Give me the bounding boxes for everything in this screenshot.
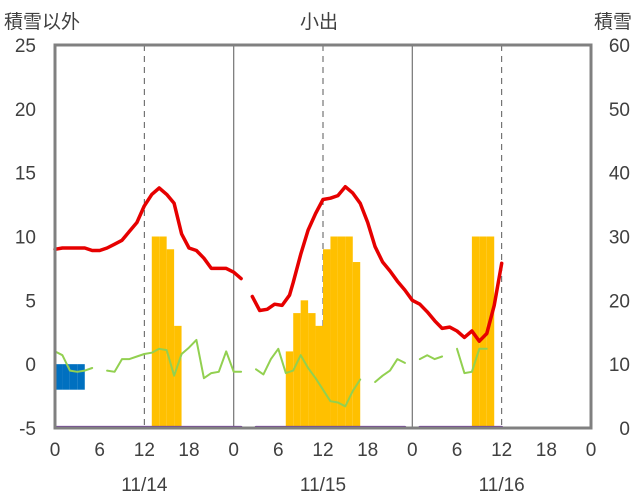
right-axis-label: 積雪: [594, 11, 632, 33]
snow_depth-bar: [308, 313, 316, 428]
temperature-line: [53, 186, 243, 281]
left-axis-label: 積雪以外: [4, 11, 80, 33]
snow_depth-bar: [486, 236, 495, 428]
x-tick-label: 6: [452, 440, 463, 461]
x-tick-label: 6: [94, 440, 105, 461]
left-tick-label: 15: [15, 164, 36, 185]
right-tick-label: 10: [609, 355, 630, 376]
snow_depth-bar: [285, 351, 294, 428]
date-label: 11/14: [121, 475, 168, 496]
precipitation-bar: [55, 364, 63, 390]
left-tick-label: -5: [19, 419, 36, 440]
bars-layer: [55, 236, 495, 428]
x-tick-label: 18: [357, 440, 378, 461]
precipitation-bar: [69, 364, 78, 390]
right-tick-label: 40: [609, 164, 630, 185]
left-tick-label: 0: [25, 355, 36, 376]
snow_depth-bar: [337, 236, 346, 428]
snow_depth-bar: [323, 249, 331, 428]
x-tick-label: 18: [178, 440, 199, 461]
x-tick-label: 0: [228, 440, 239, 461]
wind_speed-line: [106, 338, 243, 380]
snow_depth-bar: [293, 313, 301, 428]
snow_depth-bar: [174, 325, 182, 428]
left-tick-label: 20: [15, 100, 36, 121]
temperature-line: [250, 184, 504, 343]
date-label: 11/15: [300, 475, 346, 496]
precipitation-bar: [62, 364, 70, 390]
wind_speed-line: [374, 358, 406, 383]
snow_depth-bar: [352, 262, 361, 428]
snow_depth-bar: [166, 249, 175, 428]
snow_depth-bar: [151, 236, 160, 428]
right-tick-label: 60: [609, 36, 630, 57]
right-tick-label: 30: [609, 228, 630, 249]
snow_depth-bar: [471, 236, 480, 428]
x-tick-label: 12: [312, 440, 333, 461]
frame-layer: [53, 43, 593, 430]
precipitation-bar: [77, 364, 85, 390]
right-tick-label: 0: [619, 419, 630, 440]
x-tick-label: 6: [273, 440, 284, 461]
snow_depth-bar: [300, 300, 309, 428]
snow_depth-bar: [330, 236, 338, 428]
right-tick-label: 20: [609, 291, 630, 312]
x-tick-label: 12: [134, 440, 155, 461]
wind_speed-line: [418, 354, 444, 361]
chart-title: 小出: [300, 11, 338, 33]
snow_depth-bar: [159, 236, 167, 428]
x-tick-label: 18: [536, 440, 557, 461]
snow_depth-bar: [345, 236, 353, 428]
wind_speed-line: [54, 350, 94, 373]
wind_speed-line: [255, 347, 362, 408]
date-label: 11/16: [479, 475, 525, 496]
x-tick-label: 0: [407, 440, 418, 461]
right-tick-label: 50: [609, 100, 630, 121]
left-tick-label: 5: [25, 291, 36, 312]
snow_depth-bar: [479, 236, 487, 428]
x-tick-label: 12: [491, 440, 512, 461]
x-tick-label: 0: [586, 440, 597, 461]
snow_depth-bar: [315, 325, 323, 428]
plot-frame: [53, 43, 593, 430]
x-tick-label: 0: [50, 440, 61, 461]
lines-layer: [53, 184, 504, 429]
left-tick-label: 25: [15, 36, 36, 57]
wind_speed-line: [456, 347, 488, 375]
left-tick-label: 10: [15, 228, 36, 249]
